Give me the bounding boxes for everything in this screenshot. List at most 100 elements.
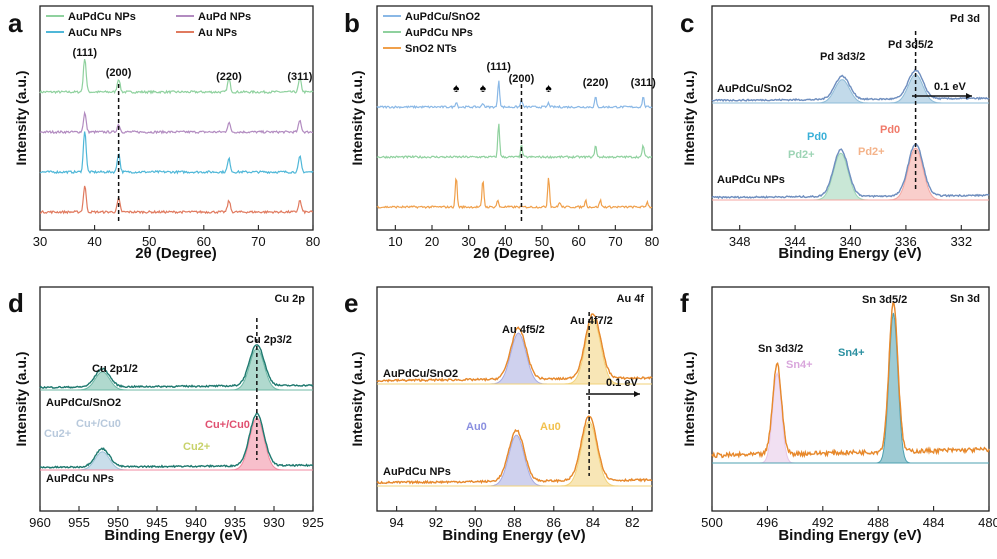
c-tick-label-3: 336 — [895, 234, 917, 249]
d-envelope-1 — [39, 412, 314, 469]
panel-b-xlabel: 2θ (Degree) — [473, 245, 554, 262]
panel-b-series — [376, 80, 653, 210]
b-tick-label-1: 20 — [425, 234, 439, 249]
panel-e-ann-au4f52: Au 4f5/2 — [502, 324, 545, 336]
panel-d-spectrum-label-sno2: AuPdCu/SnO2 — [46, 397, 121, 409]
e-fit-peak-1-1 — [377, 420, 652, 487]
d-tick-label-0: 960 — [29, 515, 51, 530]
b-tick-label-2: 30 — [461, 234, 475, 249]
panel-e: 94 92 90 88 86 84 82 e Au 4f AuPdCu/SnO2 AuPdC… — [344, 286, 653, 544]
e-tick-label-2: 90 — [468, 515, 482, 530]
b-peak-label-1: (200) — [509, 73, 535, 85]
panel-e-ann-au0-left: Au0 — [466, 421, 487, 433]
panel-f-corner-label: Sn 3d — [950, 293, 980, 305]
panel-b-spade-markers: ♠ ♠ ♠ — [453, 81, 552, 95]
panel-d-ann-cu2p12: Cu 2p1/2 — [92, 363, 138, 375]
panel-c-xlabel: Binding Energy (eV) — [778, 245, 921, 262]
panel-c-ann-pd0-right: Pd0 — [880, 124, 900, 136]
e-envelope-0 — [376, 313, 653, 383]
b-series-2 — [376, 177, 653, 210]
panel-a-frame — [39, 5, 314, 231]
a-peak-label-0: (111) — [73, 47, 98, 59]
panel-b-peak-labels: (111)(200) (220) (311) — [486, 61, 656, 89]
panel-c-spectrum-label-sno2: AuPdCu/SnO2 — [717, 83, 792, 95]
panel-a: 30 40 50 60 70 80 (111) (200) (220) (311) a AuPd… — [8, 5, 320, 262]
panel-d-ann-cu10-right: Cu+/Cu0 — [205, 419, 250, 431]
panel-e-spectrum-label-sno2: AuPdCu/SnO2 — [383, 368, 458, 380]
c-tick-label-4: 332 — [950, 234, 972, 249]
panel-c-spectrum-label-nps: AuPdCu NPs — [717, 174, 785, 186]
panel-f-ann-sn3d52: Sn 3d5/2 — [862, 294, 907, 306]
panel-e-shift-arrowhead — [634, 391, 640, 397]
panel-d-ann-cu2-left: Cu2+ — [44, 428, 71, 440]
f-tick-label-0: 500 — [701, 515, 723, 530]
panel-f-xlabel: Binding Energy (eV) — [778, 527, 921, 544]
b-series-1 — [376, 123, 652, 160]
a-tick-label-1: 40 — [87, 234, 101, 249]
a-tick-label-5: 80 — [306, 234, 320, 249]
panel-e-ylabel: Intensity (a.u.) — [349, 352, 365, 447]
legend-aupdcu: AuPdCu NPs — [68, 11, 136, 23]
spade-marker-2: ♠ — [545, 81, 552, 95]
panel-a-ylabel: Intensity (a.u.) — [13, 71, 29, 166]
c-envelope-0 — [711, 68, 990, 102]
d-tick-label-7: 925 — [302, 515, 324, 530]
c-envelope-1 — [711, 142, 990, 200]
panel-b-frame — [376, 5, 653, 231]
panel-e-ann-shift: 0.1 eV — [606, 377, 638, 389]
spade-marker-0: ♠ — [453, 81, 460, 95]
panel-d-label: d — [8, 288, 24, 318]
spade-marker-1: ♠ — [480, 81, 487, 95]
a-peak-label-1: (200) — [106, 67, 132, 79]
panel-c: 348 344 340 336 332 c Pd 3d AuPdCu/SnO2 AuPd… — [680, 5, 990, 262]
panel-d-spectra — [39, 344, 314, 471]
panel-e-spectrum-label-nps: AuPdCu NPs — [383, 466, 451, 478]
panel-b-ylabel: Intensity (a.u.) — [349, 71, 365, 166]
d-tick-label-5: 935 — [224, 515, 246, 530]
panel-e-corner-label: Au 4f — [617, 293, 645, 305]
panel-f: 500 496 492 488 484 480 f Sn 3d Sn 3d3/2 Sn 3… — [680, 286, 997, 544]
panel-e-ann-au4f72: Au 4f7/2 — [570, 315, 613, 327]
panel-d-frame — [39, 286, 314, 512]
b-tick-label-6: 70 — [608, 234, 622, 249]
panel-b-label: b — [344, 8, 360, 38]
panel-b-legend: AuPdCu/SnO2 AuPdCu NPs SnO2 NTs — [383, 11, 480, 55]
panel-a-xlabel: 2θ (Degree) — [135, 245, 216, 262]
panel-f-spectra — [711, 301, 990, 464]
panel-d-spectrum-label-nps: AuPdCu NPs — [46, 473, 114, 485]
c-fit-peak-1-1 — [712, 147, 989, 201]
panel-c-corner-label: Pd 3d — [950, 13, 980, 25]
e-tick-label-5: 84 — [586, 515, 600, 530]
panel-e-spectra — [376, 313, 653, 487]
panel-f-ann-sn4-right: Sn4+ — [838, 347, 865, 359]
a-tick-label-4: 70 — [251, 234, 265, 249]
e-envelope-1 — [376, 415, 653, 485]
e-tick-label-0: 94 — [389, 515, 403, 530]
b-peak-label-0: (111) — [486, 61, 511, 73]
panel-c-ann-pd2-left: Pd2+ — [788, 149, 815, 161]
a-tick-label-3: 60 — [197, 234, 211, 249]
legend-aupdcu-sno2: AuPdCu/SnO2 — [405, 11, 480, 23]
legend-aupdcu-nps: AuPdCu NPs — [405, 27, 473, 39]
e-fit-peak-0-1 — [377, 318, 652, 385]
c-tick-label-2: 340 — [840, 234, 862, 249]
b-tick-label-5: 60 — [571, 234, 585, 249]
panel-d-ann-cu2p32: Cu 2p3/2 — [246, 334, 292, 346]
panel-a-peak-labels: (111) (200) (220) (311) — [73, 47, 313, 83]
panel-d: 960 955 950 945 940 935 930 925 d Cu 2p AuPdCu/… — [8, 286, 324, 544]
legend-aucu: AuCu NPs — [68, 27, 122, 39]
a-peak-label-2: (220) — [216, 71, 242, 83]
panel-e-x-ticks: 94 92 90 88 86 84 82 — [389, 506, 640, 530]
panel-c-shift-arrowhead — [966, 93, 972, 99]
panel-d-corner-label: Cu 2p — [274, 293, 305, 305]
f-tick-label-3: 488 — [867, 515, 889, 530]
e-tick-label-3: 88 — [507, 515, 521, 530]
b-peak-label-2: (220) — [583, 77, 609, 89]
a-series-0 — [39, 58, 314, 95]
f-tick-label-5: 480 — [978, 515, 997, 530]
b-series-0 — [376, 80, 653, 110]
a-series-1 — [39, 110, 314, 135]
b-tick-label-3: 40 — [498, 234, 512, 249]
panel-c-label: c — [680, 8, 694, 38]
panel-e-xlabel: Binding Energy (eV) — [442, 527, 585, 544]
